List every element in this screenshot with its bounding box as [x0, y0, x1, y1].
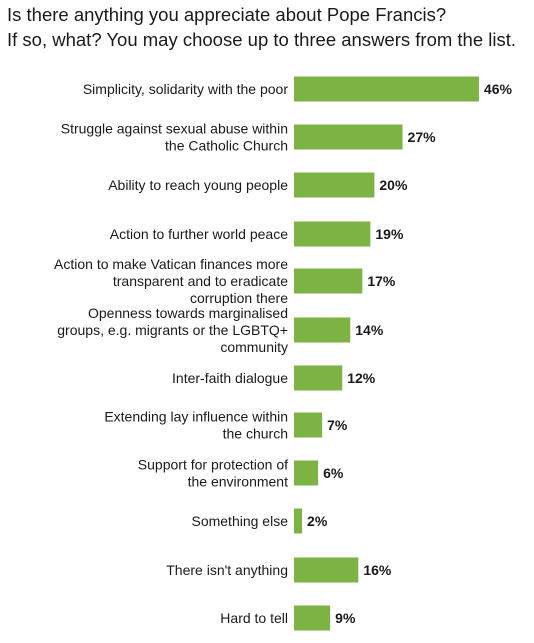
value-label-6: 12% [347, 370, 376, 386]
bar-6 [294, 365, 343, 391]
bar-1 [294, 124, 403, 150]
category-label-4: Action to make Vatican finances more tran… [54, 256, 288, 306]
bar-9 [294, 508, 303, 534]
chart-title-line-1: Is there anything you appreciate about P… [7, 4, 447, 25]
bar-2 [294, 172, 375, 198]
value-label-3: 19% [375, 226, 404, 242]
value-label-4: 17% [367, 273, 396, 289]
value-label-9: 2% [307, 513, 328, 529]
bar-7 [294, 412, 323, 438]
bar-5 [294, 317, 351, 343]
bar-4 [294, 268, 363, 294]
value-label-7: 7% [327, 417, 348, 433]
value-label-5: 14% [355, 322, 384, 338]
category-label-11: Hard to tell [220, 610, 288, 626]
bar-8 [294, 460, 319, 486]
category-label-10: There isn't anything [166, 562, 288, 578]
value-label-2: 20% [379, 177, 408, 193]
category-label-7: Extending lay influence within the church [104, 409, 288, 442]
bar-11 [294, 605, 331, 631]
chart-title-line-2: If so, what? You may choose up to three … [7, 29, 517, 50]
category-label-0: Simplicity, solidarity with the poor [83, 81, 288, 97]
category-label-6: Inter-faith dialogue [172, 370, 288, 386]
value-label-1: 27% [408, 129, 437, 145]
value-label-11: 9% [335, 610, 356, 626]
value-label-8: 6% [323, 465, 344, 481]
category-label-3: Action to further world peace [110, 226, 288, 242]
bar-10 [294, 557, 359, 583]
category-label-8: Support for protection of the environment [138, 457, 288, 490]
value-label-10: 16% [363, 562, 392, 578]
category-label-5: Openness towards marginalised groups, e.g… [57, 305, 288, 355]
bar-0 [294, 76, 479, 102]
chart-title: Is there anything you appreciate about P… [7, 2, 532, 52]
category-label-9: Something else [191, 513, 288, 529]
value-label-0: 46% [484, 81, 513, 97]
bar-3 [294, 221, 371, 247]
category-label-1: Struggle against sexual abuse within the … [61, 121, 288, 154]
category-label-2: Ability to reach young people [108, 177, 288, 193]
